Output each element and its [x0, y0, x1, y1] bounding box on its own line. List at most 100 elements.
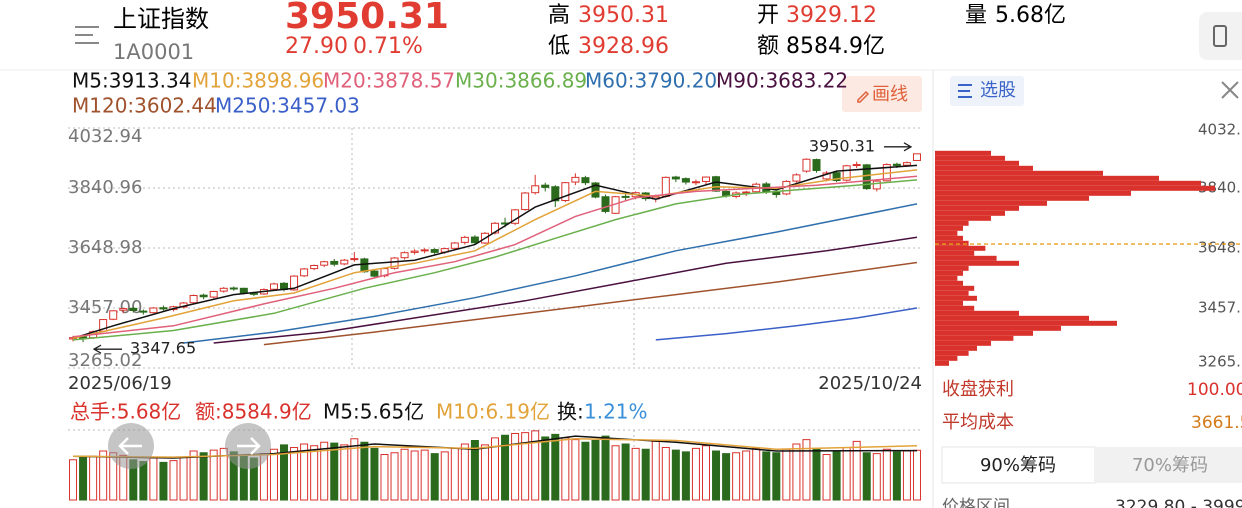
device-button[interactable] — [1199, 12, 1242, 60]
start-date: 2025/06/19 — [68, 373, 172, 394]
chip-bar — [935, 265, 969, 271]
volume-bar — [440, 451, 449, 501]
tab[interactable]: 90%筹码 — [980, 455, 1056, 476]
candle-body — [712, 176, 721, 192]
chip-bar — [935, 255, 997, 261]
chip-bar — [935, 290, 969, 296]
candle-body — [400, 252, 409, 259]
volume-bar — [591, 440, 600, 501]
menu-icon[interactable] — [75, 26, 99, 44]
candle-body — [772, 191, 781, 196]
high-marker-label: 3950.31 — [809, 136, 875, 155]
candle-body — [340, 259, 349, 265]
volume-bar — [882, 448, 891, 501]
ma-line — [655, 307, 918, 341]
volume-bar — [169, 460, 178, 501]
candle-body — [491, 222, 499, 234]
candle-body — [350, 258, 359, 261]
volume-bar — [852, 440, 861, 501]
volume-bar — [400, 448, 409, 501]
chip-bar — [935, 220, 969, 226]
candle-body — [902, 162, 911, 166]
candle-body — [912, 153, 921, 161]
candle-body — [189, 294, 198, 304]
nav-arrow-glyph — [118, 437, 142, 455]
chip-bar — [935, 330, 1033, 336]
chip-bar — [935, 360, 949, 366]
volume-bar — [189, 450, 198, 501]
volume-bar — [641, 448, 650, 501]
volume-bar — [410, 450, 419, 501]
volume-bar — [581, 441, 590, 501]
candle-body — [541, 184, 550, 188]
chip-bar — [935, 305, 975, 311]
candle-body — [139, 310, 148, 313]
amount-value: 8584.9亿 — [786, 34, 885, 59]
candle-body — [551, 186, 560, 202]
volume-bar — [420, 449, 429, 501]
volume-bar — [290, 447, 299, 501]
candle-body — [269, 283, 278, 290]
volume-bar — [480, 444, 489, 501]
candle-body — [320, 261, 329, 266]
candle-body — [792, 174, 801, 182]
chip-bar — [935, 340, 991, 346]
range-label: 价格区间 — [942, 497, 1010, 508]
nav-arrow[interactable] — [225, 423, 271, 469]
y-tick-label: 3457.00 — [68, 297, 142, 318]
draw-line-label: 画线 — [872, 84, 908, 105]
candle-body — [802, 158, 811, 172]
volume-bar — [179, 456, 188, 501]
volume-bar — [712, 450, 721, 501]
candle-body — [561, 182, 570, 201]
volume-bar — [430, 453, 439, 501]
ma-line — [213, 236, 918, 344]
candle-body — [812, 159, 821, 171]
ma-legend: M10:3898.96 — [192, 69, 324, 93]
candle-body — [852, 164, 861, 167]
volume-bar — [792, 443, 801, 501]
nav-arrow[interactable] — [108, 423, 154, 469]
chip-bar — [935, 170, 1103, 176]
volume-bar — [79, 456, 88, 501]
volume-bar — [601, 435, 610, 501]
candle-body — [601, 196, 610, 212]
volume-legend: 1.21% — [584, 400, 648, 424]
volume-bar — [722, 453, 731, 501]
chip-bar — [935, 195, 1089, 201]
volume-bar — [571, 439, 580, 501]
low-value: 3928.96 — [578, 34, 669, 59]
chip-tick-label: 3840.96 — [1198, 179, 1242, 197]
nav-arrow-glyph — [237, 437, 261, 455]
chip-bar — [935, 235, 963, 241]
candle-body — [460, 236, 469, 243]
tab[interactable]: 70%筹码 — [1132, 455, 1208, 476]
candle-body — [470, 236, 479, 244]
volume-bar — [69, 459, 78, 501]
volume-bar — [631, 447, 640, 501]
stat-value: 3661.53 — [1191, 413, 1242, 433]
chip-bar — [935, 230, 958, 236]
candle-body — [591, 182, 600, 198]
volume-bar — [149, 457, 158, 501]
volume-bar — [390, 452, 399, 501]
volume-bar — [159, 461, 168, 501]
volume-bar — [671, 449, 680, 501]
chip-bar — [935, 355, 958, 361]
volume-bar — [862, 452, 871, 501]
volume-bar — [491, 437, 499, 501]
draw-line-button[interactable]: 画线 — [842, 76, 922, 112]
volume-bar — [611, 445, 620, 501]
low-arrow — [92, 344, 122, 354]
volume-bar — [330, 442, 339, 501]
ma-legend: M250:3457.03 — [215, 94, 360, 118]
chip-bar — [935, 260, 1019, 266]
volume-bar — [380, 454, 389, 501]
select-stock-button[interactable]: 选股 — [950, 76, 1024, 106]
candle-body — [742, 191, 751, 194]
volume-bar — [360, 441, 369, 501]
close-button[interactable] — [1221, 81, 1239, 99]
chip-bar — [935, 205, 1019, 211]
price: 3950.31 — [285, 0, 449, 37]
